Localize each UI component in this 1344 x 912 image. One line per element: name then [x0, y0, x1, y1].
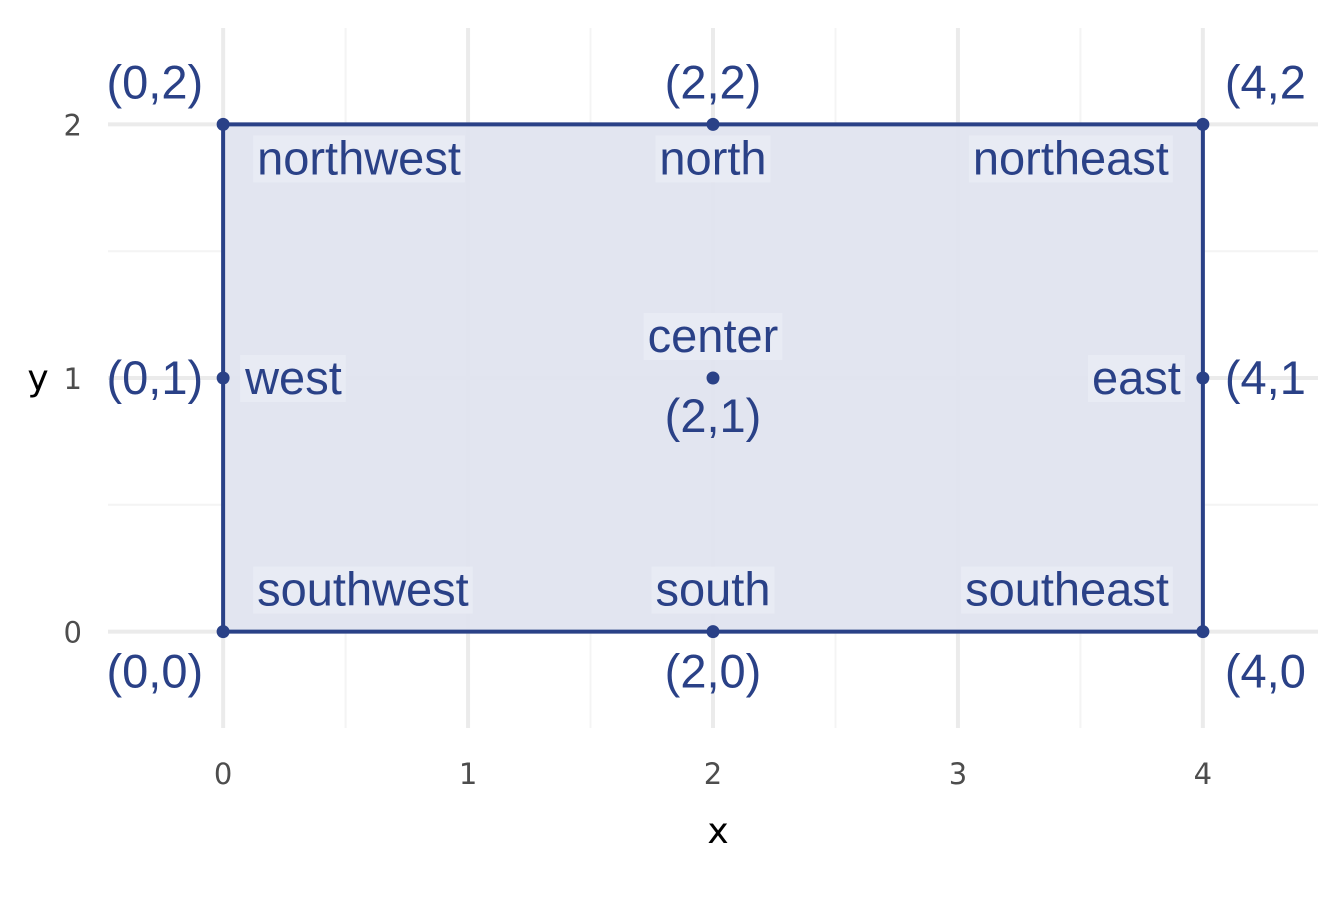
point-label: (4,2	[1225, 55, 1306, 108]
x-tick-label: 0	[214, 757, 232, 791]
region-label-southeast: southeast	[965, 563, 1169, 616]
point-label: (0,1)	[106, 351, 203, 404]
point-label: (4,1	[1225, 351, 1306, 404]
x-axis-ticks: 0 1 2 3 4	[214, 757, 1212, 791]
point	[1196, 117, 1210, 131]
region-label-center: center	[648, 309, 779, 362]
region-label-bg	[240, 355, 346, 402]
point	[706, 371, 720, 385]
region-label-bg	[655, 135, 771, 183]
region-label-south: south	[656, 563, 771, 616]
y-tick-label: 1	[64, 362, 82, 396]
point	[1196, 625, 1210, 639]
point	[216, 117, 230, 131]
x-tick-label: 1	[459, 757, 477, 791]
region-label-west: west	[244, 351, 342, 404]
region-label-north: north	[659, 131, 766, 184]
region-label-bg	[651, 566, 775, 614]
point-labels: (0,0) (2,0) (4,0 (0,1) (2,1) (4,1 (0,2) (2,2) (4…	[106, 55, 1305, 697]
y-axis-ticks: 0 1 2	[64, 108, 82, 649]
point-label: (2,1)	[665, 389, 762, 442]
point	[706, 625, 720, 639]
point-label: (0,2)	[106, 55, 203, 108]
region-label-northwest: northwest	[257, 131, 461, 184]
region-label-bg	[253, 135, 465, 183]
y-tick-label: 0	[64, 616, 82, 650]
region-label-east: east	[1092, 351, 1181, 404]
region-label-bg	[1088, 355, 1185, 402]
point-label: (2,2)	[665, 55, 762, 108]
region-label-bg	[968, 135, 1173, 183]
y-tick-label: 2	[64, 108, 82, 142]
x-tick-label: 4	[1194, 757, 1212, 791]
region-label-bg	[643, 313, 783, 360]
region-label-northeast: northeast	[973, 131, 1169, 184]
x-tick-label: 2	[704, 757, 722, 791]
region-label-bg	[253, 566, 473, 614]
points	[216, 117, 1210, 639]
point-label: (2,0)	[665, 645, 762, 698]
y-axis-title: y	[27, 358, 48, 399]
point	[706, 117, 720, 131]
point	[216, 371, 230, 385]
point	[1196, 371, 1210, 385]
point-label: (4,0	[1225, 645, 1306, 698]
region-labels: northwest north northeast west center east sou…	[240, 131, 1185, 616]
point-label: (0,0)	[106, 645, 203, 698]
point	[216, 625, 230, 639]
region-label-bg	[961, 566, 1173, 614]
x-axis-title: x	[707, 811, 728, 852]
x-tick-label: 3	[949, 757, 967, 791]
region-label-southwest: southwest	[257, 563, 469, 616]
